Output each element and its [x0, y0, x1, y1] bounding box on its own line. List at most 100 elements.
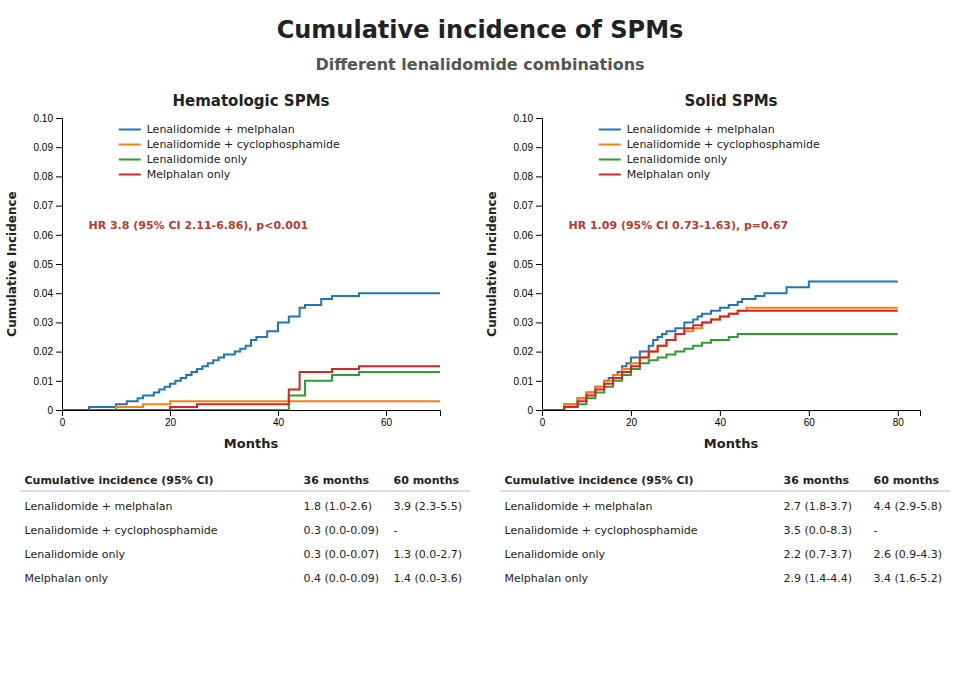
table-cell: Melphalan only [25, 572, 109, 585]
tick-mark [56, 322, 62, 323]
x-axis-title: Months [704, 436, 759, 451]
tick: 0.05 [34, 259, 62, 270]
tick-mark [278, 410, 279, 416]
y-axis: 00.010.020.030.040.050.060.070.080.090.1… [34, 113, 63, 416]
tick-label: 0.09 [34, 142, 54, 153]
tick-mark [536, 264, 542, 265]
panel-title: Solid SPMs [684, 92, 777, 110]
tick-label: 40 [715, 417, 727, 428]
table-header: 60 months [874, 474, 940, 487]
legend-label: Lenalidomide only [147, 153, 248, 166]
tick-label: 60 [804, 417, 816, 428]
series-line [542, 282, 898, 410]
tick-label: 0.05 [34, 259, 54, 270]
y-axis-title: Cumulative Incidence [485, 191, 499, 336]
tick: 0.08 [34, 171, 62, 182]
panel: 020406000.010.020.030.040.050.060.070.08… [5, 92, 441, 451]
tick-label: 0.05 [514, 259, 534, 270]
tick-mark [56, 352, 62, 353]
tick: 20 [165, 410, 177, 428]
tick: 0.08 [514, 171, 542, 182]
tick-label: 0.07 [514, 200, 534, 211]
table-cell: 2.2 (0.7-3.7) [784, 548, 853, 561]
tick: 0.01 [514, 376, 542, 387]
table-rule [20, 491, 470, 492]
table-cell: 0.3 (0.0-0.09) [304, 524, 380, 537]
tick-mark [536, 206, 542, 207]
tick: 0.02 [514, 346, 542, 357]
table-cell: 3.5 (0.0-8.3) [784, 524, 853, 537]
tick-label: 0.04 [514, 288, 534, 299]
panel-title: Hematologic SPMs [172, 92, 329, 110]
series-line [62, 366, 440, 410]
table-cell: Lenalidomide only [505, 548, 606, 561]
tick: 0.05 [514, 259, 542, 270]
tick-label: 0 [60, 417, 66, 428]
legend-swatch [119, 159, 141, 161]
table-cell: - [874, 524, 878, 537]
table-cell: Lenalidomide + melphalan [505, 500, 653, 513]
tick-mark [56, 176, 62, 177]
series-line [62, 401, 440, 410]
legend-label: Melphalan only [627, 168, 711, 181]
tick: 0.06 [514, 230, 542, 241]
tick-label: 0.08 [514, 171, 534, 182]
tick: 0.01 [34, 376, 62, 387]
tick-mark [536, 235, 542, 236]
series-line [542, 308, 898, 410]
table-cell: 3.4 (1.6-5.2) [874, 572, 943, 585]
tick-mark [56, 235, 62, 236]
legend-label: Melphalan only [147, 168, 231, 181]
series-line [542, 334, 898, 410]
table-rule [500, 491, 950, 492]
legend-swatch [599, 174, 621, 176]
tick-mark [536, 147, 542, 148]
series-line [62, 293, 440, 410]
axis-line [56, 119, 63, 411]
table-cell: Melphalan only [505, 572, 589, 585]
axis-line [63, 411, 441, 417]
tick-mark [536, 176, 542, 177]
tick-label: 20 [626, 417, 638, 428]
tick-label: 0.04 [34, 288, 54, 299]
table-cell: 1.3 (0.0-2.7) [394, 548, 463, 561]
legend-label: Lenalidomide only [627, 153, 728, 166]
tick-mark [56, 293, 62, 294]
table-cell: 2.9 (1.4-4.4) [784, 572, 853, 585]
tick-label: 0.06 [34, 230, 54, 241]
tick-label: 0 [527, 405, 533, 416]
legend: Lenalidomide + melphalanLenalidomide + c… [119, 123, 340, 181]
tick: 0 [527, 405, 542, 416]
tick-mark [720, 410, 721, 416]
tick-label: 60 [381, 417, 393, 428]
legend-label: Lenalidomide + cyclophosphamide [147, 138, 340, 151]
table-cell: - [394, 524, 398, 537]
legend: Lenalidomide + melphalanLenalidomide + c… [599, 123, 820, 181]
tick: 80 [893, 410, 905, 428]
table-cell: Lenalidomide + cyclophosphamide [25, 524, 218, 537]
lines [542, 282, 898, 410]
tick-label: 0.10 [34, 113, 54, 124]
lines [62, 293, 440, 410]
tick-label: 0.02 [34, 346, 54, 357]
legend-label: Lenalidomide + melphalan [627, 123, 775, 136]
table: Cumulative incidence (95% CI)36 months60… [500, 474, 950, 585]
tick: 0.09 [34, 142, 62, 153]
annotation: HR 3.8 (95% CI 2.11-6.86), p<0.001 [88, 219, 308, 232]
legend-swatch [599, 129, 621, 131]
tick: 0.02 [34, 346, 62, 357]
annotation: HR 1.09 (95% CI 0.73-1.63), p=0.67 [568, 219, 788, 232]
table-header: Cumulative incidence (95% CI) [25, 474, 214, 487]
y-axis-title: Cumulative Incidence [5, 191, 19, 336]
tick-label: 0.08 [34, 171, 54, 182]
tick-mark [536, 322, 542, 323]
table-cell: 2.6 (0.9-4.3) [874, 548, 943, 561]
table: Cumulative incidence (95% CI)36 months60… [20, 474, 470, 585]
y-axis: 00.010.020.030.040.050.060.070.080.090.1… [514, 113, 543, 416]
tick-mark [536, 352, 542, 353]
table-header: Cumulative incidence (95% CI) [505, 474, 694, 487]
x-axis: 020406080 [540, 410, 921, 428]
tick-label: 0.03 [34, 317, 54, 328]
tick-mark [631, 410, 632, 416]
tick-label: 0 [47, 405, 53, 416]
